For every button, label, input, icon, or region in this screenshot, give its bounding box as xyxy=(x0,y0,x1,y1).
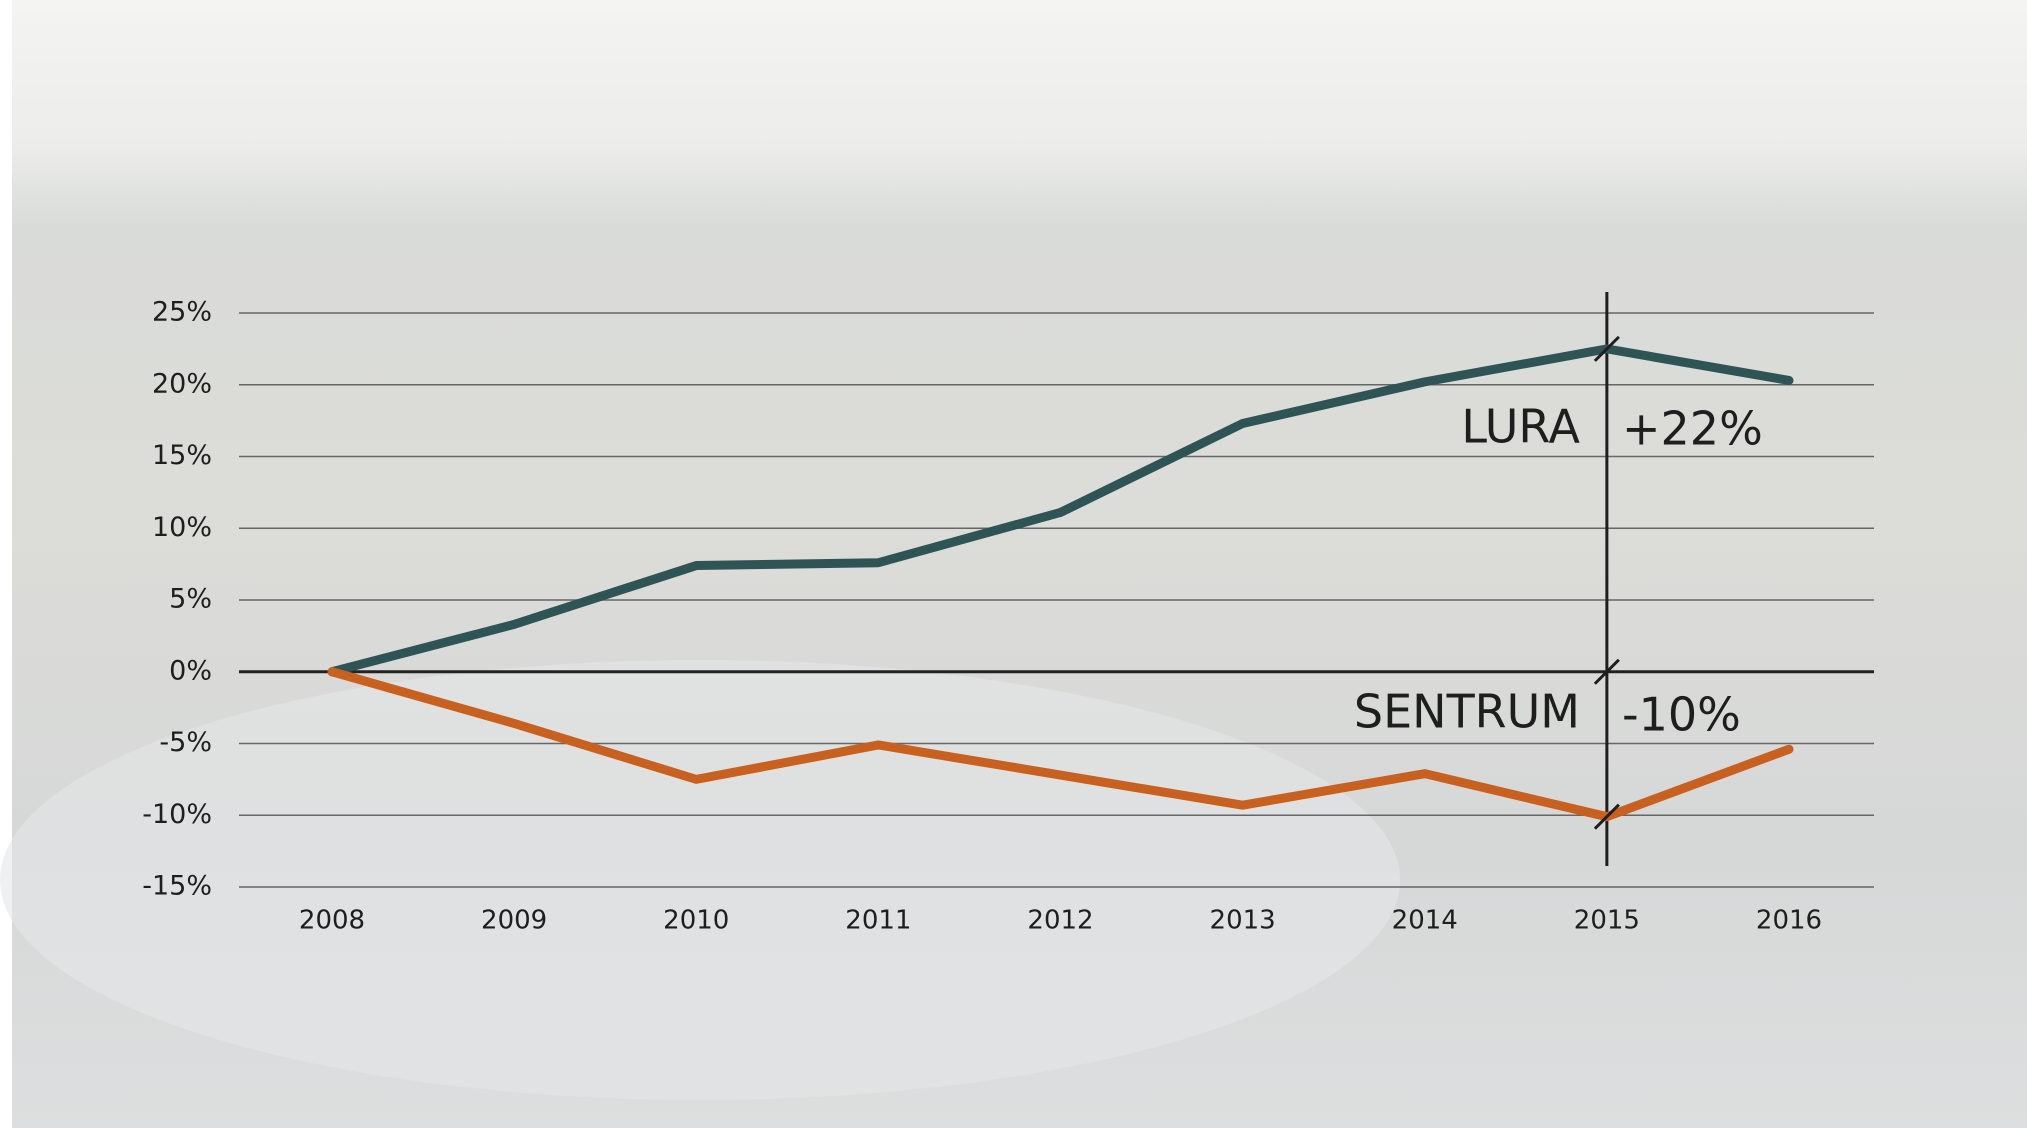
x-tick-label: 2015 xyxy=(1574,906,1640,936)
y-tick-label: 5% xyxy=(169,584,212,615)
highlight-tick xyxy=(1593,803,1620,830)
y-tick-label: 20% xyxy=(152,368,212,399)
x-tick-label: 2011 xyxy=(845,906,911,936)
x-tick-label: 2016 xyxy=(1756,906,1822,936)
y-tick-label: -15% xyxy=(142,871,212,902)
y-tick-label: 15% xyxy=(152,440,212,471)
annotation: -10% xyxy=(1622,688,1741,742)
x-tick-label: 2012 xyxy=(1027,906,1093,936)
edge xyxy=(0,0,12,1128)
x-tick-label: 2014 xyxy=(1392,906,1458,936)
x-tick-label: 2009 xyxy=(481,906,547,936)
annotation: +22% xyxy=(1622,402,1763,456)
y-tick-label: 0% xyxy=(169,655,212,686)
x-tick-label: 2010 xyxy=(663,906,729,936)
y-tick-label: 25% xyxy=(152,297,212,328)
series-label: LURA xyxy=(1461,400,1580,454)
x-tick-label: 2008 xyxy=(299,906,365,936)
series-line xyxy=(327,344,1794,677)
y-tick-label: -10% xyxy=(142,799,212,830)
series-line xyxy=(327,667,1794,822)
series-label: SENTRUM xyxy=(1354,685,1580,739)
highlight-tick xyxy=(1593,658,1620,685)
y-tick-label: -5% xyxy=(159,727,212,758)
x-tick-label: 2013 xyxy=(1210,906,1276,936)
highlight-tick xyxy=(1593,335,1620,362)
y-tick-label: 10% xyxy=(152,512,212,543)
